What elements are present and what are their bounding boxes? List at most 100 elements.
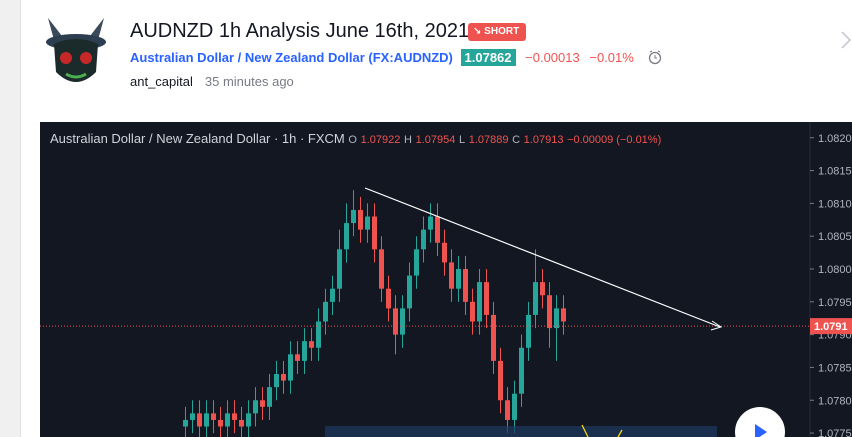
candle-body	[400, 308, 405, 335]
candle-body	[267, 387, 272, 407]
price-change-pct: −0.01%	[589, 50, 634, 65]
candle-body	[526, 314, 531, 348]
candle-body	[491, 314, 496, 361]
candle-body	[197, 413, 202, 427]
candle-body	[344, 223, 349, 250]
candle-body	[561, 308, 566, 322]
idea-title: AUDNZD 1h Analysis June 16th, 2021	[130, 20, 470, 42]
candle-body	[519, 347, 524, 394]
y-tick-label: 1.0815	[818, 166, 852, 178]
drawing-zone	[325, 426, 717, 437]
candle-body	[449, 262, 454, 289]
candle-body	[463, 269, 468, 302]
candle-body	[379, 249, 384, 289]
candle-body	[323, 301, 328, 322]
symbol-price: 1.07862	[460, 49, 516, 66]
legend-change: −0.00009 (−0.01%)	[567, 134, 661, 146]
candle-body	[204, 413, 209, 427]
chart-background	[40, 122, 852, 437]
price-change: −0.00013	[525, 50, 580, 65]
candle-body	[351, 209, 356, 224]
alert-icon[interactable]	[647, 49, 665, 65]
candle-body	[337, 249, 342, 289]
candle-body	[232, 413, 237, 420]
trend-arrow-head	[710, 320, 723, 331]
sidebar-strip	[0, 0, 21, 437]
candle-body	[498, 360, 503, 401]
play-icon	[755, 424, 767, 437]
candle-body	[477, 282, 482, 322]
candle-body	[393, 308, 398, 335]
candle-body	[316, 321, 321, 348]
legend-value: 1.07913	[524, 134, 564, 146]
candle-body	[239, 419, 244, 427]
symbol-code[interactable]: (FX:AUDNZD)	[368, 50, 453, 65]
candle-body	[442, 242, 447, 263]
post-time: 35 minutes ago	[204, 74, 294, 89]
candle-body	[225, 413, 230, 427]
legend-text: Australian Dollar / New Zealand Dollar ·…	[50, 131, 661, 146]
candle-body	[309, 341, 314, 348]
candle-body	[435, 216, 440, 243]
candle-body	[365, 216, 370, 230]
chart: 1.0820 1.0815 1.0810 1.0805 1.0800 1.0795 1.07…	[40, 122, 852, 437]
candle-body	[274, 374, 279, 388]
y-tick-label: 1.0775	[818, 428, 852, 437]
candle-body	[505, 400, 510, 420]
candle-body	[190, 413, 195, 420]
drawing-lines	[581, 424, 623, 437]
candle-body	[512, 393, 517, 420]
candle-body	[358, 209, 363, 230]
y-tick-label: 1.0780	[818, 395, 852, 407]
last-price-label: 1.0791	[814, 321, 848, 333]
candle-body	[253, 400, 258, 414]
candle-body	[246, 413, 251, 427]
candle-body	[533, 282, 538, 315]
candle-body	[470, 301, 475, 322]
candle-body	[407, 275, 412, 309]
legend-value: 1.07954	[416, 134, 456, 146]
candle-body	[372, 216, 377, 250]
candle-body	[295, 354, 300, 361]
candle-body	[421, 229, 426, 250]
badge-text: SHORT	[484, 26, 520, 37]
candle-body	[281, 374, 286, 381]
legend-key: C	[512, 134, 520, 146]
y-tick-label: 1.0795	[818, 297, 852, 309]
play-button[interactable]	[735, 407, 785, 437]
candle-body	[428, 216, 433, 230]
candle-body	[211, 413, 216, 420]
y-tick-label: 1.0810	[818, 198, 852, 210]
candle-body	[288, 354, 293, 381]
short-badge: ↘ SHORT	[468, 23, 527, 41]
candle-body	[386, 288, 391, 309]
legend-value: 1.07922	[361, 134, 401, 146]
candle-body	[330, 288, 335, 302]
candle-body	[183, 419, 188, 427]
author-row: ant_capital 35 minutes ago	[130, 74, 294, 89]
next-arrow[interactable]	[838, 28, 852, 52]
candle-body	[302, 341, 307, 361]
candle-body	[414, 249, 419, 276]
trend-line	[364, 187, 721, 328]
candle-body	[554, 308, 559, 329]
candle-body	[540, 282, 545, 296]
legend-key: O	[348, 134, 357, 146]
y-tick-label: 1.0820	[818, 133, 852, 145]
candle-body	[218, 419, 223, 427]
candle-body	[484, 282, 489, 315]
candle-body	[547, 295, 552, 329]
last-price-box	[810, 318, 852, 335]
legend-key: L	[459, 134, 465, 146]
y-tick-label: 1.0785	[818, 362, 852, 374]
y-tick-label: 1.0800	[818, 264, 852, 276]
legend-key: H	[404, 134, 412, 146]
y-tick-label: 1.0805	[818, 231, 852, 243]
author-avatar[interactable]	[40, 14, 112, 92]
symbol-row: Australian Dollar / New Zealand Dollar (…	[130, 49, 665, 66]
symbol-name[interactable]: Australian Dollar / New Zealand Dollar	[130, 50, 365, 65]
legend-symbol: Australian Dollar / New Zealand Dollar ·…	[50, 131, 345, 146]
author-name[interactable]: ant_capital	[130, 74, 193, 89]
candle-body	[456, 269, 461, 289]
